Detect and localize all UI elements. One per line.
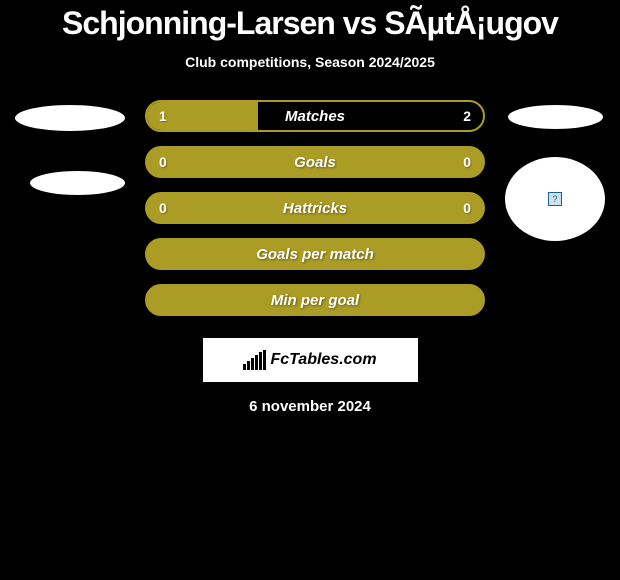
stat-value-right: 0 — [463, 200, 471, 216]
stat-value-left: 0 — [159, 200, 167, 216]
stat-value-left: 0 — [159, 154, 167, 170]
stat-bar-goals-per-match: Goals per match — [145, 238, 485, 270]
stat-bar-hattricks: 0 Hattricks 0 — [145, 192, 485, 224]
left-side-column — [15, 100, 125, 195]
stat-bar-min-per-goal: Min per goal — [145, 284, 485, 316]
page-title: Schjonning-Larsen vs SÃµtÅ¡ugov — [62, 5, 558, 42]
stat-bar-goals: 0 Goals 0 — [145, 146, 485, 178]
stat-value-right: 0 — [463, 154, 471, 170]
stat-value-left: 1 — [159, 108, 167, 124]
stats-column: 1 Matches 2 0 Goals 0 0 Hattricks 0 Goal… — [145, 100, 485, 316]
main-area: 1 Matches 2 0 Goals 0 0 Hattricks 0 Goal… — [0, 100, 620, 316]
placeholder-icon: ? — [548, 192, 562, 206]
left-shape-1 — [15, 105, 125, 131]
date-label: 6 november 2024 — [249, 398, 371, 415]
logo-box: FcTables.com — [203, 338, 418, 382]
left-shape-2 — [30, 171, 125, 195]
stat-label: Goals — [294, 154, 336, 171]
stat-bar-matches: 1 Matches 2 — [145, 100, 485, 132]
right-shape-2: ? — [505, 157, 605, 241]
stat-label: Hattricks — [283, 200, 347, 217]
logo-text: FcTables.com — [270, 351, 376, 369]
right-side-column: ? — [505, 100, 605, 241]
stat-label: Min per goal — [271, 292, 359, 309]
logo-bars-icon — [243, 350, 266, 370]
right-shape-1 — [508, 105, 603, 129]
stat-value-right: 2 — [463, 108, 471, 124]
stat-label: Matches — [285, 108, 345, 125]
stat-label: Goals per match — [256, 246, 374, 263]
subtitle: Club competitions, Season 2024/2025 — [185, 54, 435, 70]
main-container: Schjonning-Larsen vs SÃµtÅ¡ugov Club com… — [0, 0, 620, 415]
